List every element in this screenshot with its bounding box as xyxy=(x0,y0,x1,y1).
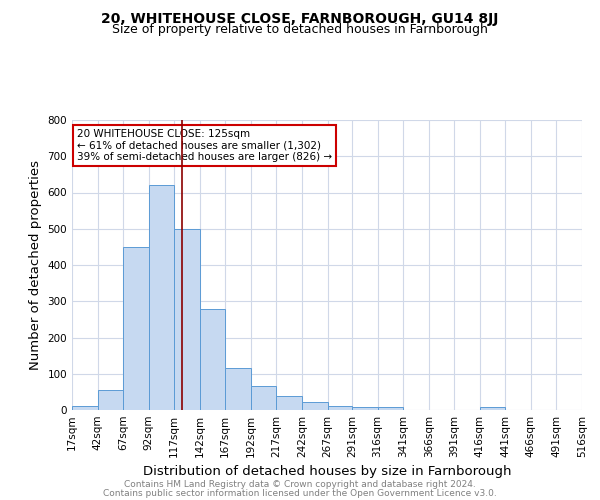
Bar xyxy=(251,386,277,410)
Text: Size of property relative to detached houses in Farnborough: Size of property relative to detached ho… xyxy=(112,22,488,36)
Bar xyxy=(352,407,377,410)
Bar xyxy=(328,406,352,410)
Bar xyxy=(480,408,505,410)
Bar xyxy=(200,308,226,410)
Text: 20, WHITEHOUSE CLOSE, FARNBOROUGH, GU14 8JJ: 20, WHITEHOUSE CLOSE, FARNBOROUGH, GU14 … xyxy=(101,12,499,26)
Y-axis label: Number of detached properties: Number of detached properties xyxy=(29,160,42,370)
Text: Contains public sector information licensed under the Open Government Licence v3: Contains public sector information licen… xyxy=(103,488,497,498)
Text: 20 WHITEHOUSE CLOSE: 125sqm
← 61% of detached houses are smaller (1,302)
39% of : 20 WHITEHOUSE CLOSE: 125sqm ← 61% of det… xyxy=(77,128,332,162)
Bar xyxy=(302,402,328,410)
Bar xyxy=(123,247,149,410)
Bar xyxy=(377,408,403,410)
Bar xyxy=(174,229,200,410)
Bar xyxy=(149,185,174,410)
Text: Contains HM Land Registry data © Crown copyright and database right 2024.: Contains HM Land Registry data © Crown c… xyxy=(124,480,476,489)
Bar xyxy=(98,390,123,410)
Bar xyxy=(226,368,251,410)
Bar xyxy=(277,396,302,410)
X-axis label: Distribution of detached houses by size in Farnborough: Distribution of detached houses by size … xyxy=(143,466,511,478)
Bar xyxy=(72,406,98,410)
